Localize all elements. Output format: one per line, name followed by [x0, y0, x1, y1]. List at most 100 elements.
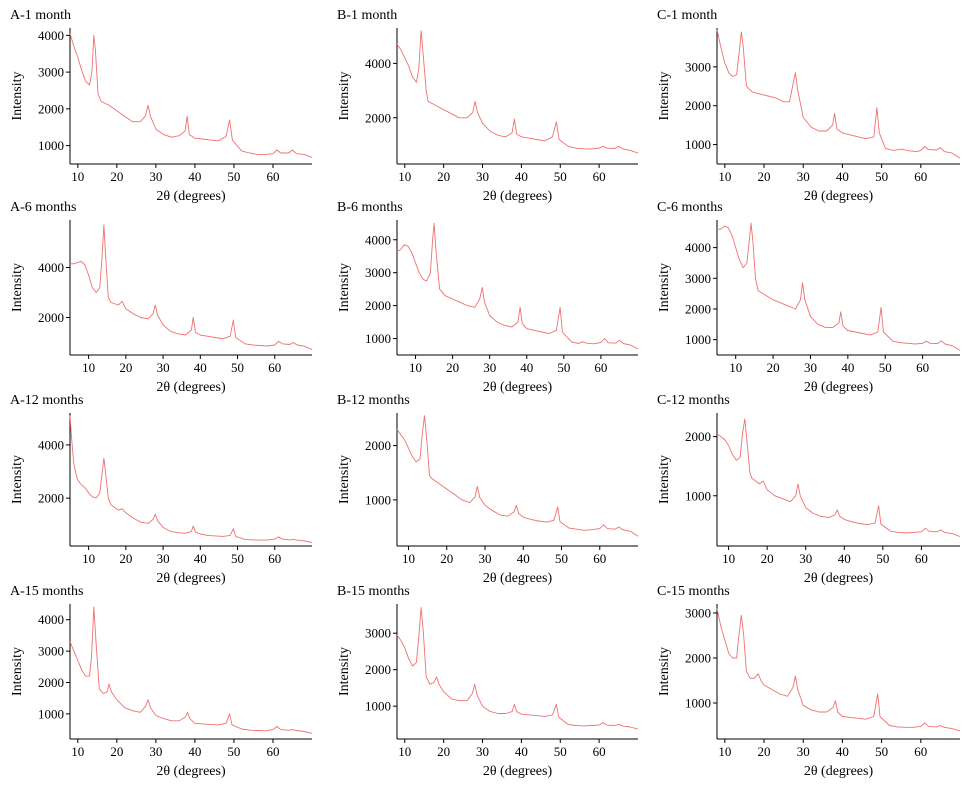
x-tick-label: 20 — [758, 169, 771, 184]
x-tick-label: 10 — [82, 360, 95, 375]
y-tick-label: 4000 — [365, 56, 391, 71]
panel-title: C-12 months — [657, 393, 730, 408]
x-tick-label: 30 — [804, 360, 817, 375]
x-axis-title: 2θ (degrees) — [483, 380, 553, 395]
x-tick-label: 20 — [761, 551, 774, 566]
x-tick-label: 20 — [767, 360, 780, 375]
y-tick-label: 1000 — [685, 332, 711, 347]
y-tick-label: 4000 — [38, 28, 64, 43]
y-tick-label: 2000 — [38, 310, 64, 325]
y-tick-label: 2000 — [38, 675, 64, 690]
y-axis-title: Intensity — [657, 263, 672, 312]
x-tick-label: 30 — [799, 551, 812, 566]
y-tick-label: 1000 — [38, 706, 64, 721]
chart-panel: A-6 months 10 20 30 40 50 60 2000 4000 2θ (degree… — [10, 200, 313, 395]
x-tick-label: 60 — [916, 360, 929, 375]
xrd-pattern-line — [396, 415, 639, 537]
x-tick-label: 50 — [231, 360, 244, 375]
y-tick-label: 2000 — [365, 298, 391, 313]
x-tick-label: 20 — [119, 360, 132, 375]
x-tick-label: 20 — [437, 169, 450, 184]
x-tick-label: 20 — [119, 551, 132, 566]
x-tick-label: 30 — [157, 360, 170, 375]
panel-title: B-1 month — [337, 8, 397, 23]
y-tick-label: 3000 — [685, 59, 711, 74]
x-tick-label: 30 — [476, 744, 489, 759]
xrd-pattern-line — [716, 29, 961, 159]
y-tick-label: 3000 — [38, 644, 64, 659]
x-axis-title: 2θ (degrees) — [483, 189, 553, 204]
x-tick-label: 50 — [876, 551, 889, 566]
y-tick-label: 1000 — [365, 331, 391, 346]
x-tick-label: 10 — [398, 169, 411, 184]
y-tick-label: 4000 — [38, 612, 64, 627]
x-tick-label: 30 — [483, 360, 496, 375]
y-axis-title: Intensity — [10, 72, 25, 121]
chart-panel: B-15 months 10 20 30 40 50 60 1000 2000 3000 2θ (d… — [337, 584, 639, 779]
y-tick-label: 2000 — [365, 110, 391, 125]
x-axis-title: 2θ (degrees) — [156, 189, 226, 204]
y-tick-label: 1000 — [365, 492, 391, 507]
x-tick-label: 40 — [836, 169, 849, 184]
x-tick-label: 10 — [729, 360, 742, 375]
xrd-pattern-line — [69, 33, 313, 158]
x-tick-label: 30 — [149, 744, 162, 759]
y-axis-title: Intensity — [657, 72, 672, 121]
y-axis-title: Intensity — [10, 455, 25, 504]
x-tick-label: 20 — [758, 744, 771, 759]
x-tick-label: 30 — [797, 169, 810, 184]
x-tick-label: 10 — [398, 744, 411, 759]
y-axis-title: Intensity — [337, 455, 352, 504]
x-tick-label: 20 — [110, 744, 123, 759]
y-tick-label: 1000 — [685, 137, 711, 152]
panel-title: A-1 month — [10, 8, 71, 23]
y-axis-title: Intensity — [337, 72, 352, 121]
x-axis-title: 2θ (degrees) — [804, 380, 874, 395]
x-tick-label: 30 — [476, 169, 489, 184]
x-tick-label: 40 — [520, 360, 533, 375]
x-axis-title: 2θ (degrees) — [804, 189, 874, 204]
y-tick-label: 2000 — [685, 429, 711, 444]
y-tick-label: 3000 — [365, 265, 391, 280]
xrd-pattern-line — [69, 606, 313, 734]
x-axis-title: 2θ (degrees) — [804, 764, 874, 779]
x-tick-label: 40 — [517, 551, 530, 566]
chart-panel: B-12 months 10 20 30 40 50 60 1000 2000 2θ (degre… — [337, 393, 639, 586]
y-tick-label: 4000 — [38, 437, 64, 452]
panel-title: C-15 months — [657, 584, 730, 599]
x-tick-label: 40 — [194, 360, 207, 375]
chart-panel: B-6 months 10 20 30 40 50 60 1000 2000 3000 4000 2θ… — [337, 200, 639, 395]
x-axis-title: 2θ (degrees) — [156, 571, 226, 586]
y-tick-label: 4000 — [685, 240, 711, 255]
y-tick-label: 2000 — [685, 651, 711, 666]
chart-panel: C-1 month 10 20 30 40 50 60 1000 2000 3000 2θ (deg… — [657, 8, 961, 204]
y-tick-label: 3000 — [685, 606, 711, 621]
x-tick-label: 50 — [879, 360, 892, 375]
x-tick-label: 40 — [188, 744, 201, 759]
y-axis-title: Intensity — [657, 455, 672, 504]
x-tick-label: 50 — [554, 744, 567, 759]
x-axis-title: 2θ (degrees) — [804, 571, 874, 586]
panel-title: C-1 month — [657, 8, 717, 23]
x-tick-label: 20 — [446, 360, 459, 375]
chart-panel: C-6 months 10 20 30 40 50 60 1000 2000 3000 4000 2θ… — [657, 200, 961, 395]
panel-title: A-12 months — [10, 393, 84, 408]
x-tick-label: 40 — [836, 744, 849, 759]
x-tick-label: 40 — [841, 360, 854, 375]
x-tick-label: 60 — [914, 169, 927, 184]
x-tick-label: 10 — [718, 744, 731, 759]
x-tick-label: 10 — [71, 169, 84, 184]
chart-panel: B-1 month 10 20 30 40 50 60 2000 4000 2θ (degrees… — [337, 8, 639, 204]
x-tick-label: 30 — [149, 169, 162, 184]
x-tick-label: 10 — [409, 360, 422, 375]
chart-panel: C-12 months 10 20 30 40 50 60 1000 2000 2θ (degre… — [657, 393, 961, 586]
panel-title: B-12 months — [337, 393, 410, 408]
x-tick-label: 60 — [266, 744, 279, 759]
x-tick-label: 20 — [437, 744, 450, 759]
x-tick-label: 60 — [268, 360, 281, 375]
x-tick-label: 40 — [194, 551, 207, 566]
xrd-pattern-line — [70, 224, 313, 350]
y-tick-label: 2000 — [38, 101, 64, 116]
y-tick-label: 2000 — [685, 301, 711, 316]
x-tick-label: 10 — [722, 551, 735, 566]
